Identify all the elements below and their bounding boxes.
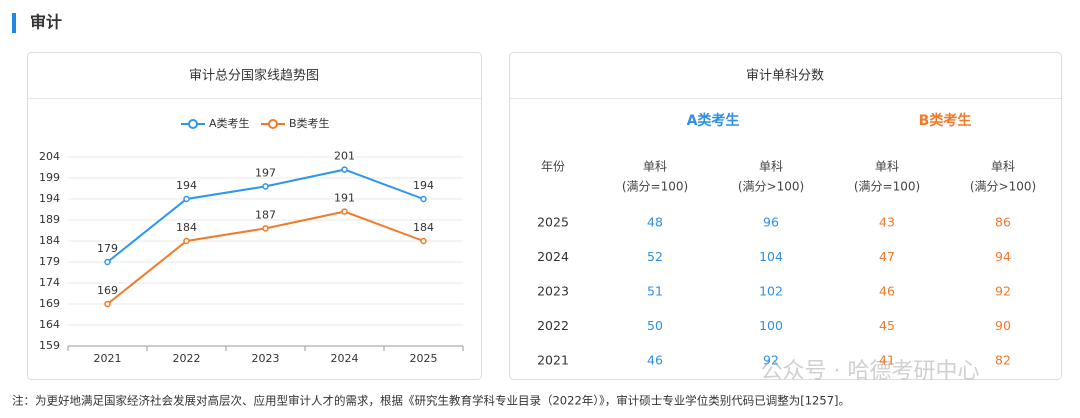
table-cell: 50 [647, 318, 663, 333]
x-tick-label: 2021 [94, 352, 122, 365]
table-cell: 41 [879, 353, 895, 368]
legend-label: A类考生 [209, 116, 250, 130]
table-cell: 46 [879, 284, 895, 299]
chart-card [27, 52, 482, 380]
x-tick-label: 2022 [173, 352, 201, 365]
watermark: 公众号 · 哈德考研中心 [761, 359, 980, 384]
table-cell: 46 [647, 353, 663, 368]
column-header: 单科 [991, 160, 1015, 174]
table-cell: 47 [879, 249, 895, 264]
legend-marker [268, 119, 278, 129]
table-cell: 52 [647, 249, 663, 264]
column-header: (满分>100) [970, 180, 1036, 194]
table-cell: 51 [647, 284, 663, 299]
table-cell: 82 [995, 353, 1011, 368]
note: 注：为更好地满足国家经济社会发展对高层次、应用型审计人才的需求，根据《研究生教育… [12, 394, 850, 408]
group-header: A类考生 [687, 112, 740, 129]
table-cell: 48 [647, 215, 663, 230]
table-cell: 92 [995, 284, 1011, 299]
table-cell: 90 [995, 318, 1011, 333]
y-tick-label: 184 [39, 234, 60, 247]
data-label: 197 [255, 166, 276, 179]
column-header: 单科 [875, 160, 899, 174]
column-header: 单科 [643, 160, 667, 174]
data-label: 179 [97, 242, 118, 255]
y-tick-label: 169 [39, 297, 60, 310]
table-cell: 2025 [537, 215, 569, 230]
legend-label: B类考生 [289, 116, 330, 130]
y-tick-label: 189 [39, 213, 60, 226]
data-point [341, 166, 348, 173]
table-cell: 2023 [537, 284, 569, 299]
data-point [183, 195, 190, 203]
data-label: 187 [255, 208, 276, 221]
data-point [420, 237, 427, 245]
chart-title: 审计总分国家线趋势图 [189, 68, 319, 84]
y-tick-label: 199 [39, 171, 60, 184]
column-header: (满分=100) [622, 180, 688, 194]
legend-marker [188, 119, 198, 129]
y-tick-label: 194 [39, 192, 60, 205]
table-cell: 92 [763, 353, 779, 368]
x-tick-label: 2025 [410, 352, 438, 365]
y-tick-label: 179 [39, 255, 60, 268]
table-cell: 2021 [537, 353, 569, 368]
data-point [341, 208, 348, 215]
table-card [509, 52, 1062, 380]
header-bar [12, 13, 16, 33]
data-label: 201 [334, 150, 355, 163]
table-cell: 2022 [537, 318, 569, 333]
y-tick-label: 204 [39, 150, 60, 163]
table-cell: 45 [879, 318, 895, 333]
column-header: 单科 [759, 160, 783, 174]
data-point [420, 195, 427, 203]
table-cell: 96 [763, 215, 779, 230]
data-point [104, 300, 111, 308]
table-cell: 86 [995, 215, 1011, 230]
table-cell: 94 [995, 249, 1011, 264]
group-header: B类考生 [919, 112, 972, 129]
column-header: 年份 [541, 160, 565, 174]
data-label: 184 [413, 221, 434, 234]
data-point [104, 258, 111, 266]
data-point [262, 225, 269, 232]
data-label: 184 [176, 221, 197, 234]
data-point [183, 237, 190, 245]
data-label: 191 [334, 192, 355, 205]
table-cell: 104 [759, 249, 783, 264]
data-label: 169 [97, 284, 118, 297]
table-cell: 2024 [537, 249, 569, 264]
table-cell: 43 [879, 215, 895, 230]
data-label: 194 [413, 179, 434, 192]
table-cell: 100 [759, 318, 783, 333]
x-tick-label: 2023 [252, 352, 280, 365]
column-header: (满分>100) [738, 180, 804, 194]
data-point [262, 183, 269, 190]
y-tick-label: 174 [39, 276, 60, 289]
header-title: 审计 [30, 13, 62, 32]
x-tick-label: 2024 [331, 352, 359, 365]
table-title: 审计单科分数 [746, 69, 824, 84]
y-tick-label: 159 [39, 339, 60, 352]
y-tick-label: 164 [39, 318, 60, 331]
column-header: (满分=100) [854, 180, 920, 194]
data-label: 194 [176, 179, 197, 192]
table-cell: 102 [759, 284, 783, 299]
